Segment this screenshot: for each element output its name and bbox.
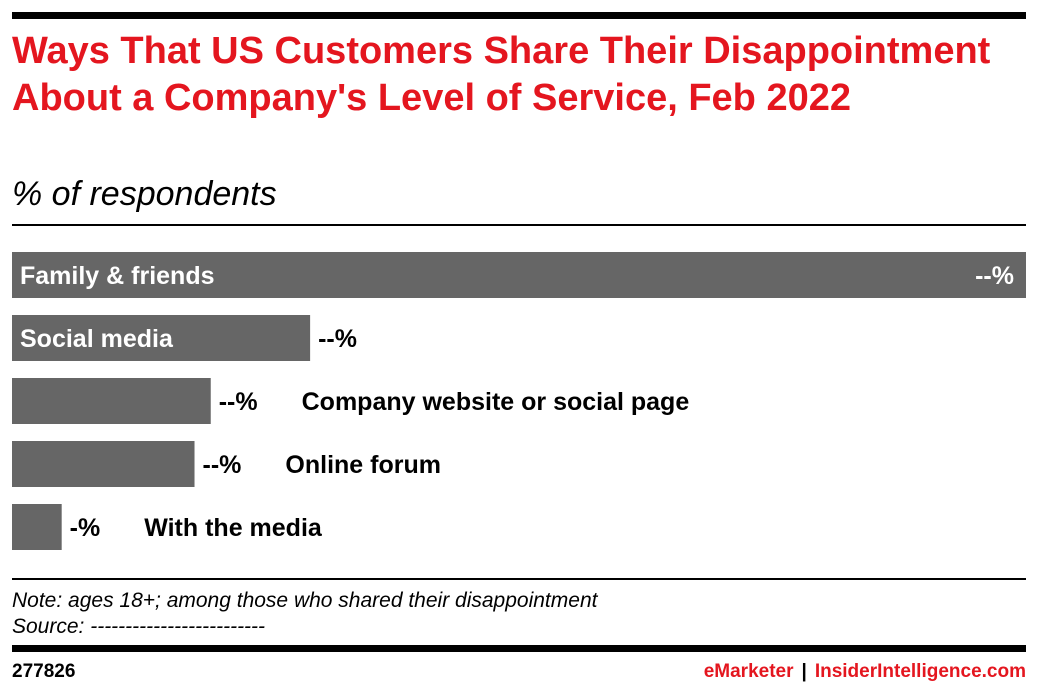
bar-2 [12,378,211,424]
note-rule [12,578,1026,580]
bar-value-label-1: --% [318,325,357,353]
chart-id: 277826 [12,661,76,682]
chart-subtitle: % of respondents [12,175,277,213]
brand-credit: eMarketer | InsiderIntelligence.com [704,660,1026,684]
bar-category-label-2: Company website or social page [302,388,690,416]
bar-category-label-3: Online forum [285,451,441,479]
bar-0 [12,252,1026,298]
bar-4 [12,504,62,550]
header-rule [12,224,1026,226]
bar-chart: Family & friends --% --% Social media --% Com… [12,252,1026,550]
bar-value-label-4: -% [70,514,101,542]
bar-value-label-2: --% [219,388,258,416]
bar-value-label-0: --% [975,262,1014,290]
top-rule [12,12,1026,19]
bar-value-label-3: --% [203,451,242,479]
bar-category-label-4: With the media [144,514,323,542]
bar-category-label-0: Family & friends [20,262,215,290]
brand-separator: | [801,661,807,682]
bottom-rule [12,645,1026,652]
chart-title: Ways That US Customers Share Their Disap… [12,30,991,119]
bar-1 [12,315,311,361]
brand-insider-link[interactable]: InsiderIntelligence.com [814,661,1026,682]
brand-emarketer: eMarketer [703,661,794,682]
bar-category-label-1: Social media [20,325,174,353]
chart-source: Source: ------------------------- [12,615,266,638]
chart-note: Note: ages 18+; among those who shared t… [12,589,598,612]
bar-3 [12,441,195,487]
